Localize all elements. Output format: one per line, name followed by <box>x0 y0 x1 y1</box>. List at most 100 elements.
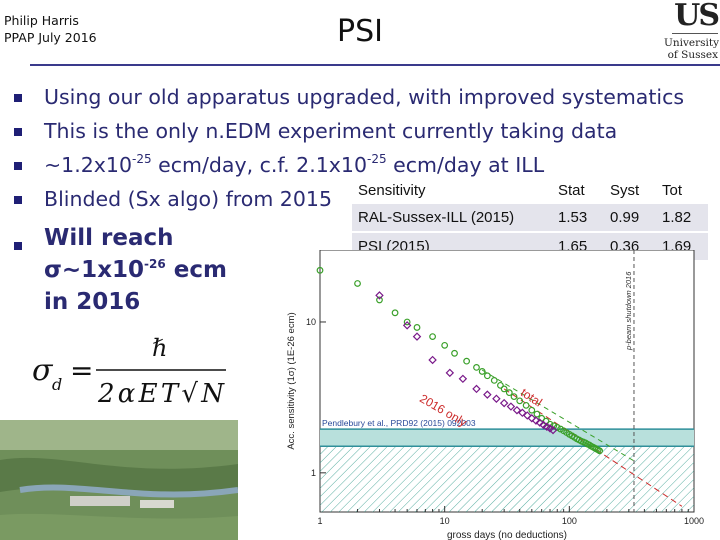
table-cell: RAL-Sussex-ILL (2015) <box>352 202 552 232</box>
formula-numerator: ℏ <box>152 334 167 362</box>
projection-line <box>481 369 635 462</box>
goal-line-3: in 2016 <box>44 289 141 315</box>
rate-mid: ecm/day, c.f. 2.1x10 <box>151 153 367 177</box>
only-2016-point <box>539 420 548 430</box>
bullet-text: This is the only n.EDM experiment curren… <box>44 119 618 143</box>
goal-line-2: σ~1x10-26 ecm <box>44 254 227 286</box>
only-2016-point <box>499 398 509 408</box>
goal-exponent: -26 <box>144 257 166 271</box>
reference-label: Pendlebury et al., PRD92 (2015) 092003 <box>322 418 476 428</box>
plot-ticks: 1 10 100 1000 1 10 gross days (no deductions) A… <box>286 312 704 540</box>
total-point <box>429 333 436 340</box>
table-cell: 0.99 <box>604 202 656 232</box>
rate-exponent-1: -25 <box>132 152 152 166</box>
slide-title: PSI <box>337 14 383 49</box>
only-2016-point <box>535 418 545 427</box>
title-divider <box>30 64 720 66</box>
sensitivity-formula: σ d = ℏ 2αET√N <box>32 334 226 409</box>
only-2016-point <box>458 374 468 384</box>
only-2016-point <box>542 422 552 432</box>
photo-forest <box>0 457 238 493</box>
total-point <box>596 447 604 455</box>
goal-line-1: Will reach <box>44 225 174 251</box>
total-point <box>441 341 449 349</box>
logo-line-2: of Sussex <box>667 49 718 61</box>
photo-foreground <box>0 513 238 540</box>
x-tick-label: 10 <box>440 516 450 526</box>
rate-pre: ~1.2x10 <box>44 153 132 177</box>
goal-unit: ecm <box>165 257 227 283</box>
total-point <box>473 363 480 371</box>
x-tick-label: 1000 <box>684 516 704 526</box>
shutdown-label: p-beam shutdown 2016 <box>624 271 633 351</box>
table-row: RAL-Sussex-ILL (2015) 1.53 0.99 1.82 <box>352 202 708 232</box>
only-2016-point <box>412 332 422 341</box>
only-2016-point <box>492 394 501 403</box>
table-header-cell: Tot <box>656 178 708 203</box>
photo-river <box>19 484 238 498</box>
sensitivity-goal: Will reach σ~1x10-26 ecm in 2016 <box>44 222 227 318</box>
total-point <box>497 381 504 389</box>
only-2016-point <box>545 424 555 433</box>
formula-sigma: σ <box>32 353 54 388</box>
total-point <box>483 372 491 380</box>
only-2016-point <box>512 405 522 415</box>
sensitivity-chart: Pendlebury et al., PRD92 (2015) 092003 p-… <box>286 250 704 540</box>
total-point <box>500 385 508 393</box>
university-logo: US University of Sussex <box>664 0 720 62</box>
bullet-marker <box>14 128 22 136</box>
photo-building <box>140 500 174 508</box>
table-header-cell: Sensitivity <box>352 178 552 203</box>
table-header-cell: Syst <box>604 178 656 203</box>
facility-aerial-photo <box>0 420 238 540</box>
only-2016-point <box>483 390 492 399</box>
formula-denominator: 2αET√N <box>97 379 225 409</box>
total-point <box>413 324 421 331</box>
bullet-marker <box>14 196 22 204</box>
bullet-text: ~1.2x10-25 ecm/day, c.f. 2.1x10-25 ecm/d… <box>44 152 544 178</box>
total-point <box>522 401 530 409</box>
total-point <box>376 296 383 304</box>
only-2016-point <box>375 291 384 300</box>
reference-band-fill <box>320 429 694 447</box>
total-point <box>528 406 536 414</box>
table-header-cell: Stat <box>552 178 604 203</box>
rate-exponent-2: -25 <box>367 152 387 166</box>
y-tick-label: 1 <box>311 468 316 478</box>
only-2016-point <box>428 355 437 365</box>
total-point <box>451 349 458 357</box>
table-header-row: Sensitivity Stat Syst Tot <box>352 178 708 203</box>
only-2016-point <box>548 425 558 435</box>
only-2016-point <box>506 402 516 411</box>
formula-equals: = <box>70 354 93 387</box>
bullet-text: Using our old apparatus upgraded, with i… <box>44 85 685 109</box>
total-point <box>516 397 524 405</box>
sensitivity-table: Sensitivity Stat Syst Tot RAL-Sussex-ILL… <box>352 178 708 260</box>
total-point <box>463 357 471 365</box>
bullet-marker <box>14 94 22 102</box>
total-point <box>403 318 411 326</box>
reference-band-hatch <box>320 446 694 512</box>
x-tick-label: 100 <box>562 516 577 526</box>
event-name: PPAP July 2016 <box>4 30 97 45</box>
total-point <box>478 368 486 375</box>
table-cell: 1.53 <box>552 202 604 232</box>
reference-band: Pendlebury et al., PRD92 (2015) 092003 p-… <box>320 250 694 512</box>
bullet-marker <box>14 242 22 250</box>
total-point <box>505 389 513 397</box>
goal-value: σ~1x10 <box>44 257 145 283</box>
bullet-marker <box>14 162 22 170</box>
total-point <box>354 280 361 287</box>
x-axis-label: gross days (no deductions) <box>447 530 567 540</box>
total-point <box>533 410 541 418</box>
only-2016-point <box>472 384 481 394</box>
total-point <box>316 266 324 274</box>
y-tick-label: 10 <box>306 317 316 327</box>
y-axis-label: Acc. sensitivity (1σ) (1E-26 ecm) <box>286 312 297 449</box>
logo-rule <box>672 33 718 34</box>
plot-points <box>316 266 683 507</box>
bullet-text: Blinded (Sx algo) from 2015 <box>44 187 332 211</box>
only-2016-point <box>402 321 412 330</box>
logo-mark: US <box>674 0 720 33</box>
slide-header: Philip Harris PPAP July 2016 <box>4 12 97 46</box>
